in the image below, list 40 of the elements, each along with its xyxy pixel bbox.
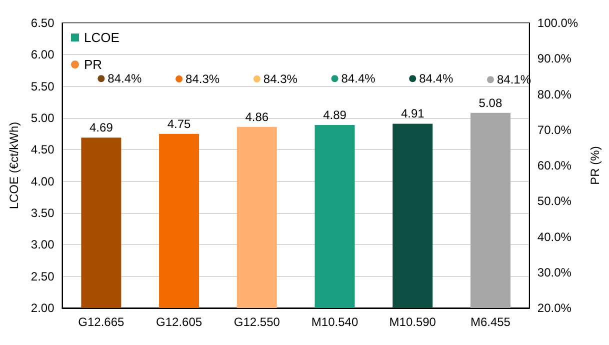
data-label: 84.3% <box>263 72 298 86</box>
y2-tick-label: 90.0% <box>537 52 572 66</box>
data-label: 4.86 <box>245 110 269 124</box>
data-label: 84.4% <box>419 72 454 86</box>
y2-axis-title: PR (%) <box>588 146 602 185</box>
x-tick-label: M10.590 <box>389 315 436 329</box>
data-label: 84.3% <box>186 72 220 86</box>
x-tick-label: G12.605 <box>156 315 202 329</box>
y2-tick-label: 100.0% <box>537 16 578 30</box>
y2-tick-label: 70.0% <box>537 122 572 137</box>
data-label: 5.08 <box>478 96 502 110</box>
data-label: 84.4% <box>108 72 142 86</box>
y-tick-label: 6.00 <box>30 48 55 62</box>
x-tick-label: M10.540 <box>311 315 358 329</box>
y2-tick-label: 20.0% <box>537 301 572 315</box>
y-tick-label: 3.00 <box>30 238 55 252</box>
x-tick-label: G12.665 <box>78 315 125 329</box>
y2-tick-label: 40.0% <box>537 230 572 244</box>
data-label: 4.69 <box>90 120 114 135</box>
y-tick-label: 5.00 <box>30 111 55 125</box>
y-tick-label: 2.00 <box>30 301 55 315</box>
y2-tick-label: 80.0% <box>537 87 572 102</box>
y-tick-label: 3.50 <box>30 206 55 220</box>
data-label: 4.89 <box>323 108 347 122</box>
x-tick-label: G12.550 <box>234 315 280 329</box>
legend-label: LCOE <box>84 30 120 45</box>
y-tick-label: 4.00 <box>30 174 55 188</box>
y2-tick-label: 60.0% <box>537 158 572 172</box>
legend-label: PR <box>84 57 102 72</box>
y-tick-label: 4.50 <box>30 142 55 157</box>
data-label: 84.4% <box>341 72 376 86</box>
y2-tick-label: 50.0% <box>537 194 572 208</box>
y-tick-label: 2.50 <box>30 269 55 284</box>
y-tick-label: 6.50 <box>30 16 55 30</box>
data-label: 4.91 <box>400 106 425 121</box>
y-axis-title: LCOE (€ct/kWh) <box>7 122 21 210</box>
x-tick-label: M6.455 <box>470 315 511 329</box>
data-label: 4.75 <box>167 116 192 131</box>
y2-tick-label: 30.0% <box>537 265 572 280</box>
y-tick-label: 5.50 <box>30 79 55 94</box>
